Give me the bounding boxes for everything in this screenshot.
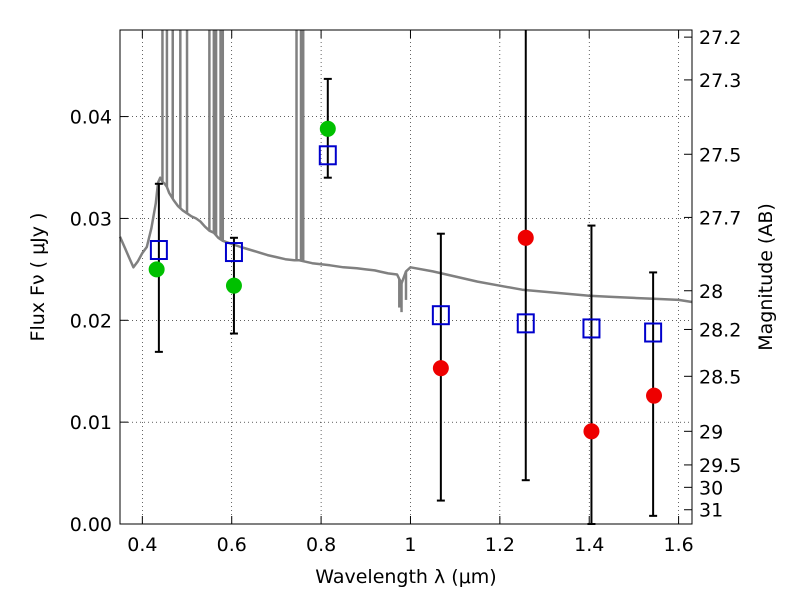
model-spectrum bbox=[118, 30, 693, 313]
x-tick-label: 0.4 bbox=[127, 534, 157, 556]
model-spectrum-line bbox=[118, 176, 693, 304]
x-tick-label: 0.6 bbox=[217, 534, 247, 556]
red-circle-marker bbox=[517, 229, 534, 246]
x-tick-label: 0.8 bbox=[306, 534, 336, 556]
right-tick-label: 29.5 bbox=[699, 455, 741, 477]
square-markers bbox=[149, 145, 663, 343]
red-circle-marker bbox=[646, 387, 663, 404]
right-tick-label: 27.2 bbox=[699, 27, 741, 49]
square-marker bbox=[582, 318, 601, 339]
right-tick-label: 29 bbox=[699, 421, 723, 443]
y-tick-label: 0.02 bbox=[70, 310, 112, 332]
x-ticks: 0.4 0.6 0.8 1 1.2 1.4 1.6 bbox=[127, 30, 694, 556]
x-tick-label: 1 bbox=[404, 534, 416, 556]
x-tick-label: 1.6 bbox=[663, 534, 693, 556]
right-tick-label: 27.3 bbox=[699, 70, 741, 92]
right-tick-label: 28.2 bbox=[699, 319, 741, 341]
green-circle-marker bbox=[148, 261, 165, 278]
square-marker bbox=[644, 322, 663, 343]
right-axis-title: Magnitude (AB) bbox=[755, 203, 777, 351]
y-tick-label: 0.04 bbox=[70, 107, 112, 129]
circle-markers bbox=[148, 120, 663, 440]
green-circle-marker bbox=[319, 120, 336, 137]
x-tick-label: 1.4 bbox=[574, 534, 604, 556]
square-marker bbox=[516, 313, 535, 334]
x-axis-title: Wavelength λ (μm) bbox=[315, 566, 496, 588]
right-tick-label: 27.5 bbox=[699, 144, 741, 166]
x-tick-label: 1.2 bbox=[485, 534, 515, 556]
right-tick-label: 31 bbox=[699, 500, 723, 522]
square-marker bbox=[318, 145, 337, 166]
square-marker bbox=[431, 305, 450, 326]
y-tick-label: 0.01 bbox=[70, 412, 112, 434]
right-tick-label: 28.5 bbox=[699, 366, 741, 388]
red-circle-marker bbox=[583, 423, 600, 440]
y-tick-label: 0.03 bbox=[70, 208, 112, 230]
right-tick-label: 28 bbox=[699, 281, 723, 303]
green-circle-marker bbox=[225, 277, 242, 294]
right-tick-label: 30 bbox=[699, 477, 723, 499]
right-tick-label: 27.7 bbox=[699, 207, 741, 229]
y-tick-label: 0.00 bbox=[70, 514, 112, 536]
plot-frame bbox=[119, 29, 693, 525]
y-ticks: 0.00 0.01 0.02 0.03 0.04 bbox=[70, 107, 128, 536]
square-marker bbox=[149, 240, 168, 261]
y-axis-title: Flux Fν ( μJy ) bbox=[27, 213, 49, 342]
square-marker bbox=[224, 242, 243, 263]
red-circle-marker bbox=[432, 360, 449, 377]
